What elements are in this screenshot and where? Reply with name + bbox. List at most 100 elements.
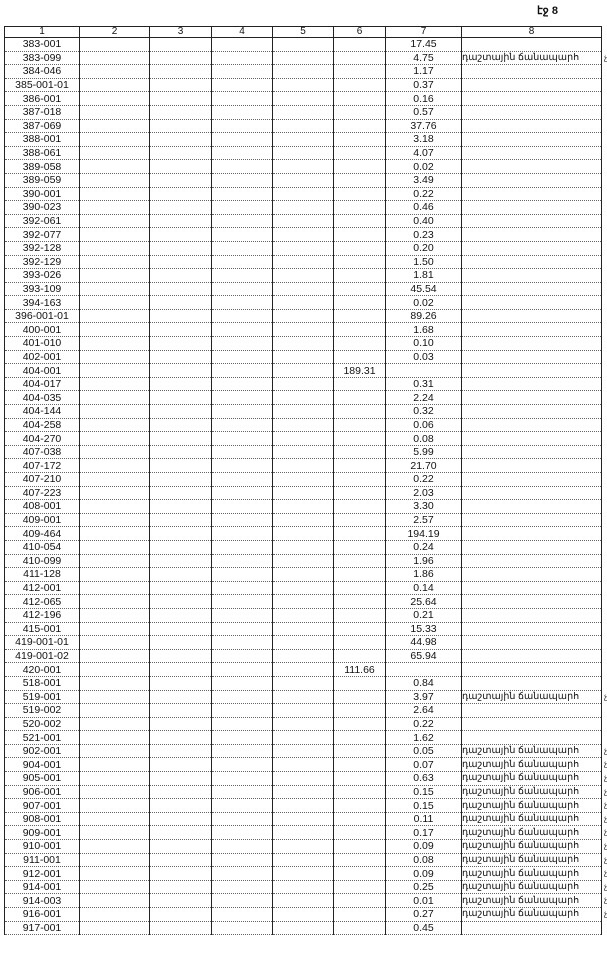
cell-col-3 xyxy=(149,132,212,147)
cell-col-2 xyxy=(79,349,150,365)
table-row: 917-001 0.45 xyxy=(4,920,602,936)
cell-col-8 xyxy=(461,485,602,501)
table-row: 415-001 15.33 xyxy=(4,621,602,637)
cell-col-4 xyxy=(211,703,273,718)
cell-col-1: 407-210 xyxy=(4,472,80,487)
cell-col-2 xyxy=(79,390,150,406)
table-row: 392-077 0.23 xyxy=(4,227,602,242)
cell-col-5 xyxy=(272,485,334,501)
cell-col-7: 4.07 xyxy=(385,145,462,161)
cell-col-5 xyxy=(272,798,334,813)
cell-col-3 xyxy=(149,417,212,433)
cell-col-6 xyxy=(333,64,386,79)
cell-col-4 xyxy=(211,512,273,528)
cell-col-7: 1.68 xyxy=(385,322,462,338)
cell-col-3 xyxy=(149,730,212,745)
cell-col-8 xyxy=(461,172,602,188)
cell-col-5 xyxy=(272,336,334,351)
cell-col-5 xyxy=(272,281,334,297)
cell-col-2 xyxy=(79,730,150,745)
cell-col-5 xyxy=(272,37,334,52)
cell-col-7: 3.30 xyxy=(385,499,462,514)
cell-col-1: 392-061 xyxy=(4,213,80,229)
cell-col-4 xyxy=(211,281,273,297)
cell-col-6 xyxy=(333,37,386,52)
cell-col-1: 408-001 xyxy=(4,499,80,514)
cell-col-2 xyxy=(79,635,150,650)
cell-col-8 xyxy=(461,118,602,134)
cell-col-6 xyxy=(333,512,386,528)
cell-col-5 xyxy=(272,907,334,922)
cell-col-4 xyxy=(211,295,273,310)
cell-col-1: 409-464 xyxy=(4,526,80,541)
cell-col-5 xyxy=(272,363,334,378)
cell-col-1: 402-001 xyxy=(4,349,80,365)
note-suffix: չմ xyxy=(604,841,607,851)
table-row: 407-172 21.70 xyxy=(4,458,602,473)
cell-col-1: 407-038 xyxy=(4,444,80,460)
cell-col-2 xyxy=(79,893,150,908)
cell-col-4 xyxy=(211,349,273,365)
cell-col-1: 917-001 xyxy=(4,920,80,936)
cell-col-1: 905-001 xyxy=(4,771,80,786)
cell-col-1: 384-046 xyxy=(4,64,80,79)
cell-col-4 xyxy=(211,77,273,93)
cell-col-7: 0.06 xyxy=(385,417,462,433)
cell-col-3 xyxy=(149,675,212,691)
cell-col-8 xyxy=(461,920,602,936)
cell-col-4 xyxy=(211,376,273,392)
table-row: 394-163 0.02 xyxy=(4,295,602,310)
cell-col-7: 1.81 xyxy=(385,268,462,283)
cell-col-8: դաշտային ճանապարհ չմ xyxy=(461,771,607,786)
cell-col-8 xyxy=(461,390,602,406)
cell-col-2 xyxy=(79,920,150,936)
cell-col-8 xyxy=(461,716,602,732)
table-row: 404-258 0.06 xyxy=(4,417,602,433)
cell-col-7: 0.32 xyxy=(385,404,462,419)
cell-col-2 xyxy=(79,458,150,473)
note-text: դաշտային ճանապարհ xyxy=(462,813,580,825)
cell-col-4 xyxy=(211,839,273,854)
cell-col-5 xyxy=(272,852,334,868)
cell-col-4 xyxy=(211,866,273,881)
table-row: 412-196 0.21 xyxy=(4,607,602,623)
cell-col-7: 0.05 xyxy=(385,743,462,759)
cell-col-2 xyxy=(79,879,150,895)
cell-col-4 xyxy=(211,920,273,936)
table-row: 389-058 0.02 xyxy=(4,159,602,174)
cell-col-4 xyxy=(211,730,273,745)
cell-col-6 xyxy=(333,458,386,473)
cell-col-6 xyxy=(333,322,386,338)
cell-col-4 xyxy=(211,50,273,66)
cell-col-8 xyxy=(461,526,602,541)
cell-col-5 xyxy=(272,172,334,188)
table-row: 521-001 1.62 xyxy=(4,730,602,745)
note-suffix: չմ xyxy=(604,868,607,878)
cell-col-3 xyxy=(149,893,212,908)
cell-col-3 xyxy=(149,757,212,773)
cell-col-2 xyxy=(79,567,150,582)
table-row: 392-129 1.50 xyxy=(4,254,602,270)
cell-col-5 xyxy=(272,145,334,161)
cell-col-1: 400-001 xyxy=(4,322,80,338)
cell-col-3 xyxy=(149,390,212,406)
cell-col-3 xyxy=(149,825,212,841)
cell-col-1: 521-001 xyxy=(4,730,80,745)
cell-col-1: 904-001 xyxy=(4,757,80,773)
cell-col-6 xyxy=(333,825,386,841)
cell-col-2 xyxy=(79,227,150,242)
cell-col-7: 0.17 xyxy=(385,825,462,841)
cell-col-5 xyxy=(272,376,334,392)
cell-col-6 xyxy=(333,336,386,351)
cell-col-4 xyxy=(211,444,273,460)
cell-col-7: 0.37 xyxy=(385,77,462,93)
cell-col-8 xyxy=(461,64,602,79)
cell-col-1: 914-001 xyxy=(4,879,80,895)
cell-col-2 xyxy=(79,716,150,732)
cell-col-8 xyxy=(461,363,602,378)
cell-col-4 xyxy=(211,907,273,922)
cell-col-3 xyxy=(149,553,212,569)
cell-col-5 xyxy=(272,757,334,773)
